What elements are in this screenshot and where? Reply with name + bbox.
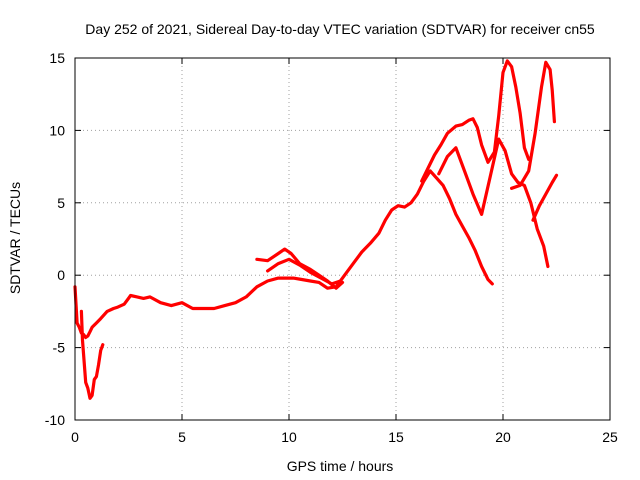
x-tick-label: 15	[388, 429, 404, 445]
series-tail-branch	[531, 173, 559, 222]
chart-title: Day 252 of 2021, Sidereal Day-to-day VTE…	[85, 21, 595, 37]
x-tick-label: 0	[71, 429, 79, 445]
y-tick-label: -10	[45, 412, 65, 428]
x-tick-label: 5	[178, 429, 186, 445]
x-axis-label: GPS time / hours	[287, 458, 394, 474]
y-tick-label: 5	[57, 195, 65, 211]
y-tick-label: 15	[49, 50, 65, 66]
y-tick-label: 10	[49, 122, 65, 138]
y-axis-label: SDTVAR / TECUs	[7, 182, 23, 294]
x-tick-label: 25	[602, 429, 618, 445]
series-upper-branch	[420, 59, 531, 183]
series-main-trace	[73, 169, 494, 340]
plot-frame	[74, 57, 611, 421]
grid-lines	[75, 58, 610, 420]
series-dip-trace	[79, 309, 105, 400]
y-tick-label: -5	[53, 340, 66, 356]
x-tick-label: 10	[281, 429, 297, 445]
x-tick-label: 20	[495, 429, 511, 445]
x-tick-labels: 0 5 10 15 20 25	[71, 429, 618, 445]
data-series-group	[73, 59, 559, 400]
y-tick-label: 0	[57, 267, 65, 283]
series-middle-trace	[266, 257, 342, 286]
y-tick-labels: -10 -5 0 5 10 15	[45, 50, 65, 428]
axis-ticks	[74, 57, 611, 421]
series-right-branch	[510, 60, 557, 190]
